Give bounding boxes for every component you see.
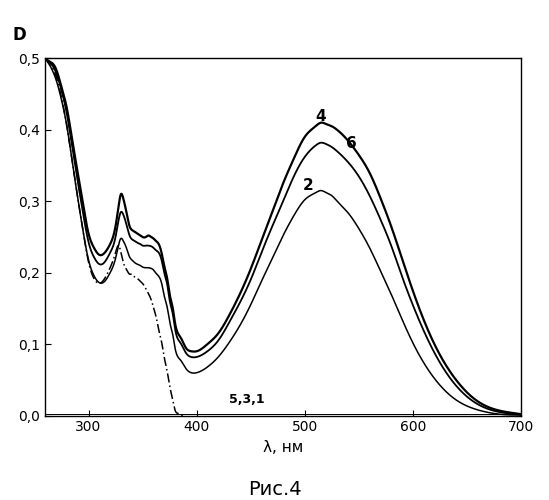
Text: 2: 2: [302, 178, 313, 193]
Text: 6: 6: [346, 136, 356, 150]
X-axis label: λ, нм: λ, нм: [263, 440, 303, 455]
Text: 4: 4: [316, 110, 326, 124]
Text: D: D: [12, 26, 26, 44]
Text: 5,3,1: 5,3,1: [229, 392, 265, 406]
Text: Рис.4: Рис.4: [248, 480, 301, 499]
